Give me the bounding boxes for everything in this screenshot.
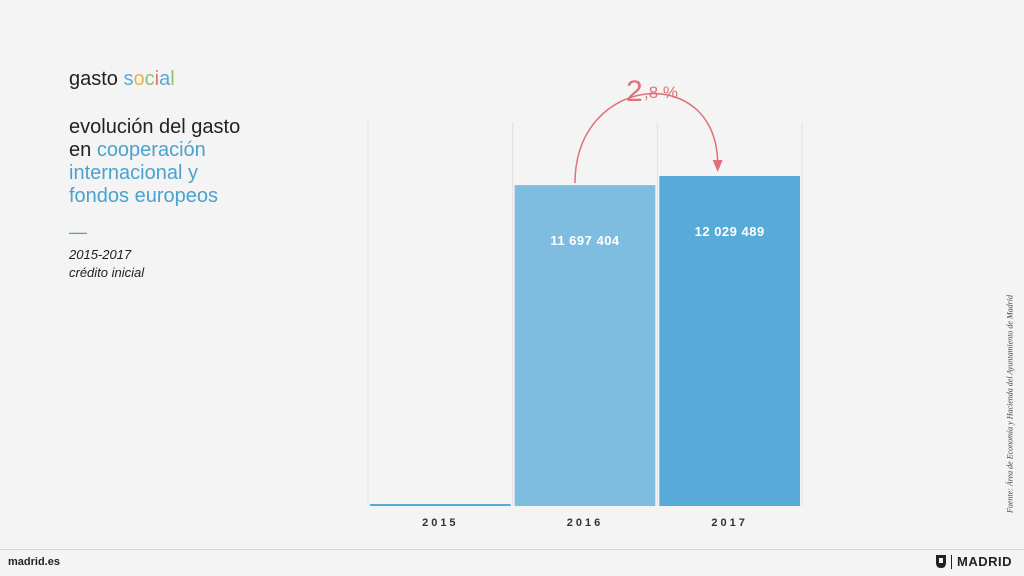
footer-divider (0, 549, 1024, 550)
bar-2017 (659, 176, 800, 506)
bar-2015 (370, 504, 511, 506)
title-accent: cooperación (96, 139, 206, 161)
growth-arrow (574, 92, 719, 184)
section-letter: o (133, 68, 145, 90)
title-prefix: en (69, 139, 97, 161)
section-letter: s (123, 68, 134, 90)
section-letter: a (159, 68, 171, 90)
title-line-4: fondos europeos (69, 185, 219, 207)
title-line-1: evolución del gasto (69, 116, 241, 138)
bar-2016 (514, 185, 656, 506)
section-letter: c (144, 68, 155, 90)
footer-brand[interactable]: MADRID (936, 554, 1012, 569)
x-tick-label: 2016 (567, 517, 603, 529)
title-line-3: internacional y (69, 162, 198, 184)
title-dash: — (69, 222, 87, 242)
chart-title: evolución del gasto en cooperación inter… (69, 116, 309, 208)
x-tick-label: 2017 (711, 517, 747, 529)
growth-label-minor: ,8 % (644, 83, 678, 102)
period-years: 2015-2017 (69, 247, 132, 262)
period-note: crédito inicial (69, 265, 145, 280)
x-tick-label: 2015 (422, 517, 458, 529)
section-heading: gasto social (69, 68, 175, 91)
period-block: 2015-2017 crédito inicial (69, 246, 144, 282)
brand-name: MADRID (957, 554, 1012, 569)
data-label-2016: 11 697 404 (550, 233, 620, 248)
section-letter: l (170, 68, 175, 90)
section-word: gasto (69, 68, 124, 90)
source-text: Fuente: Área de Economía y Hacienda del … (1005, 295, 1015, 513)
growth-label-major: 2 (626, 75, 643, 108)
data-label-2017: 12 029 489 (695, 224, 765, 239)
brand-separator (951, 554, 952, 569)
footer-site-link[interactable]: madrid.es (8, 556, 60, 568)
title-line-2: en cooperación (69, 139, 309, 162)
growth-arrowhead (712, 160, 723, 172)
madrid-shield-icon (936, 555, 946, 568)
section-letter: i (154, 68, 160, 90)
